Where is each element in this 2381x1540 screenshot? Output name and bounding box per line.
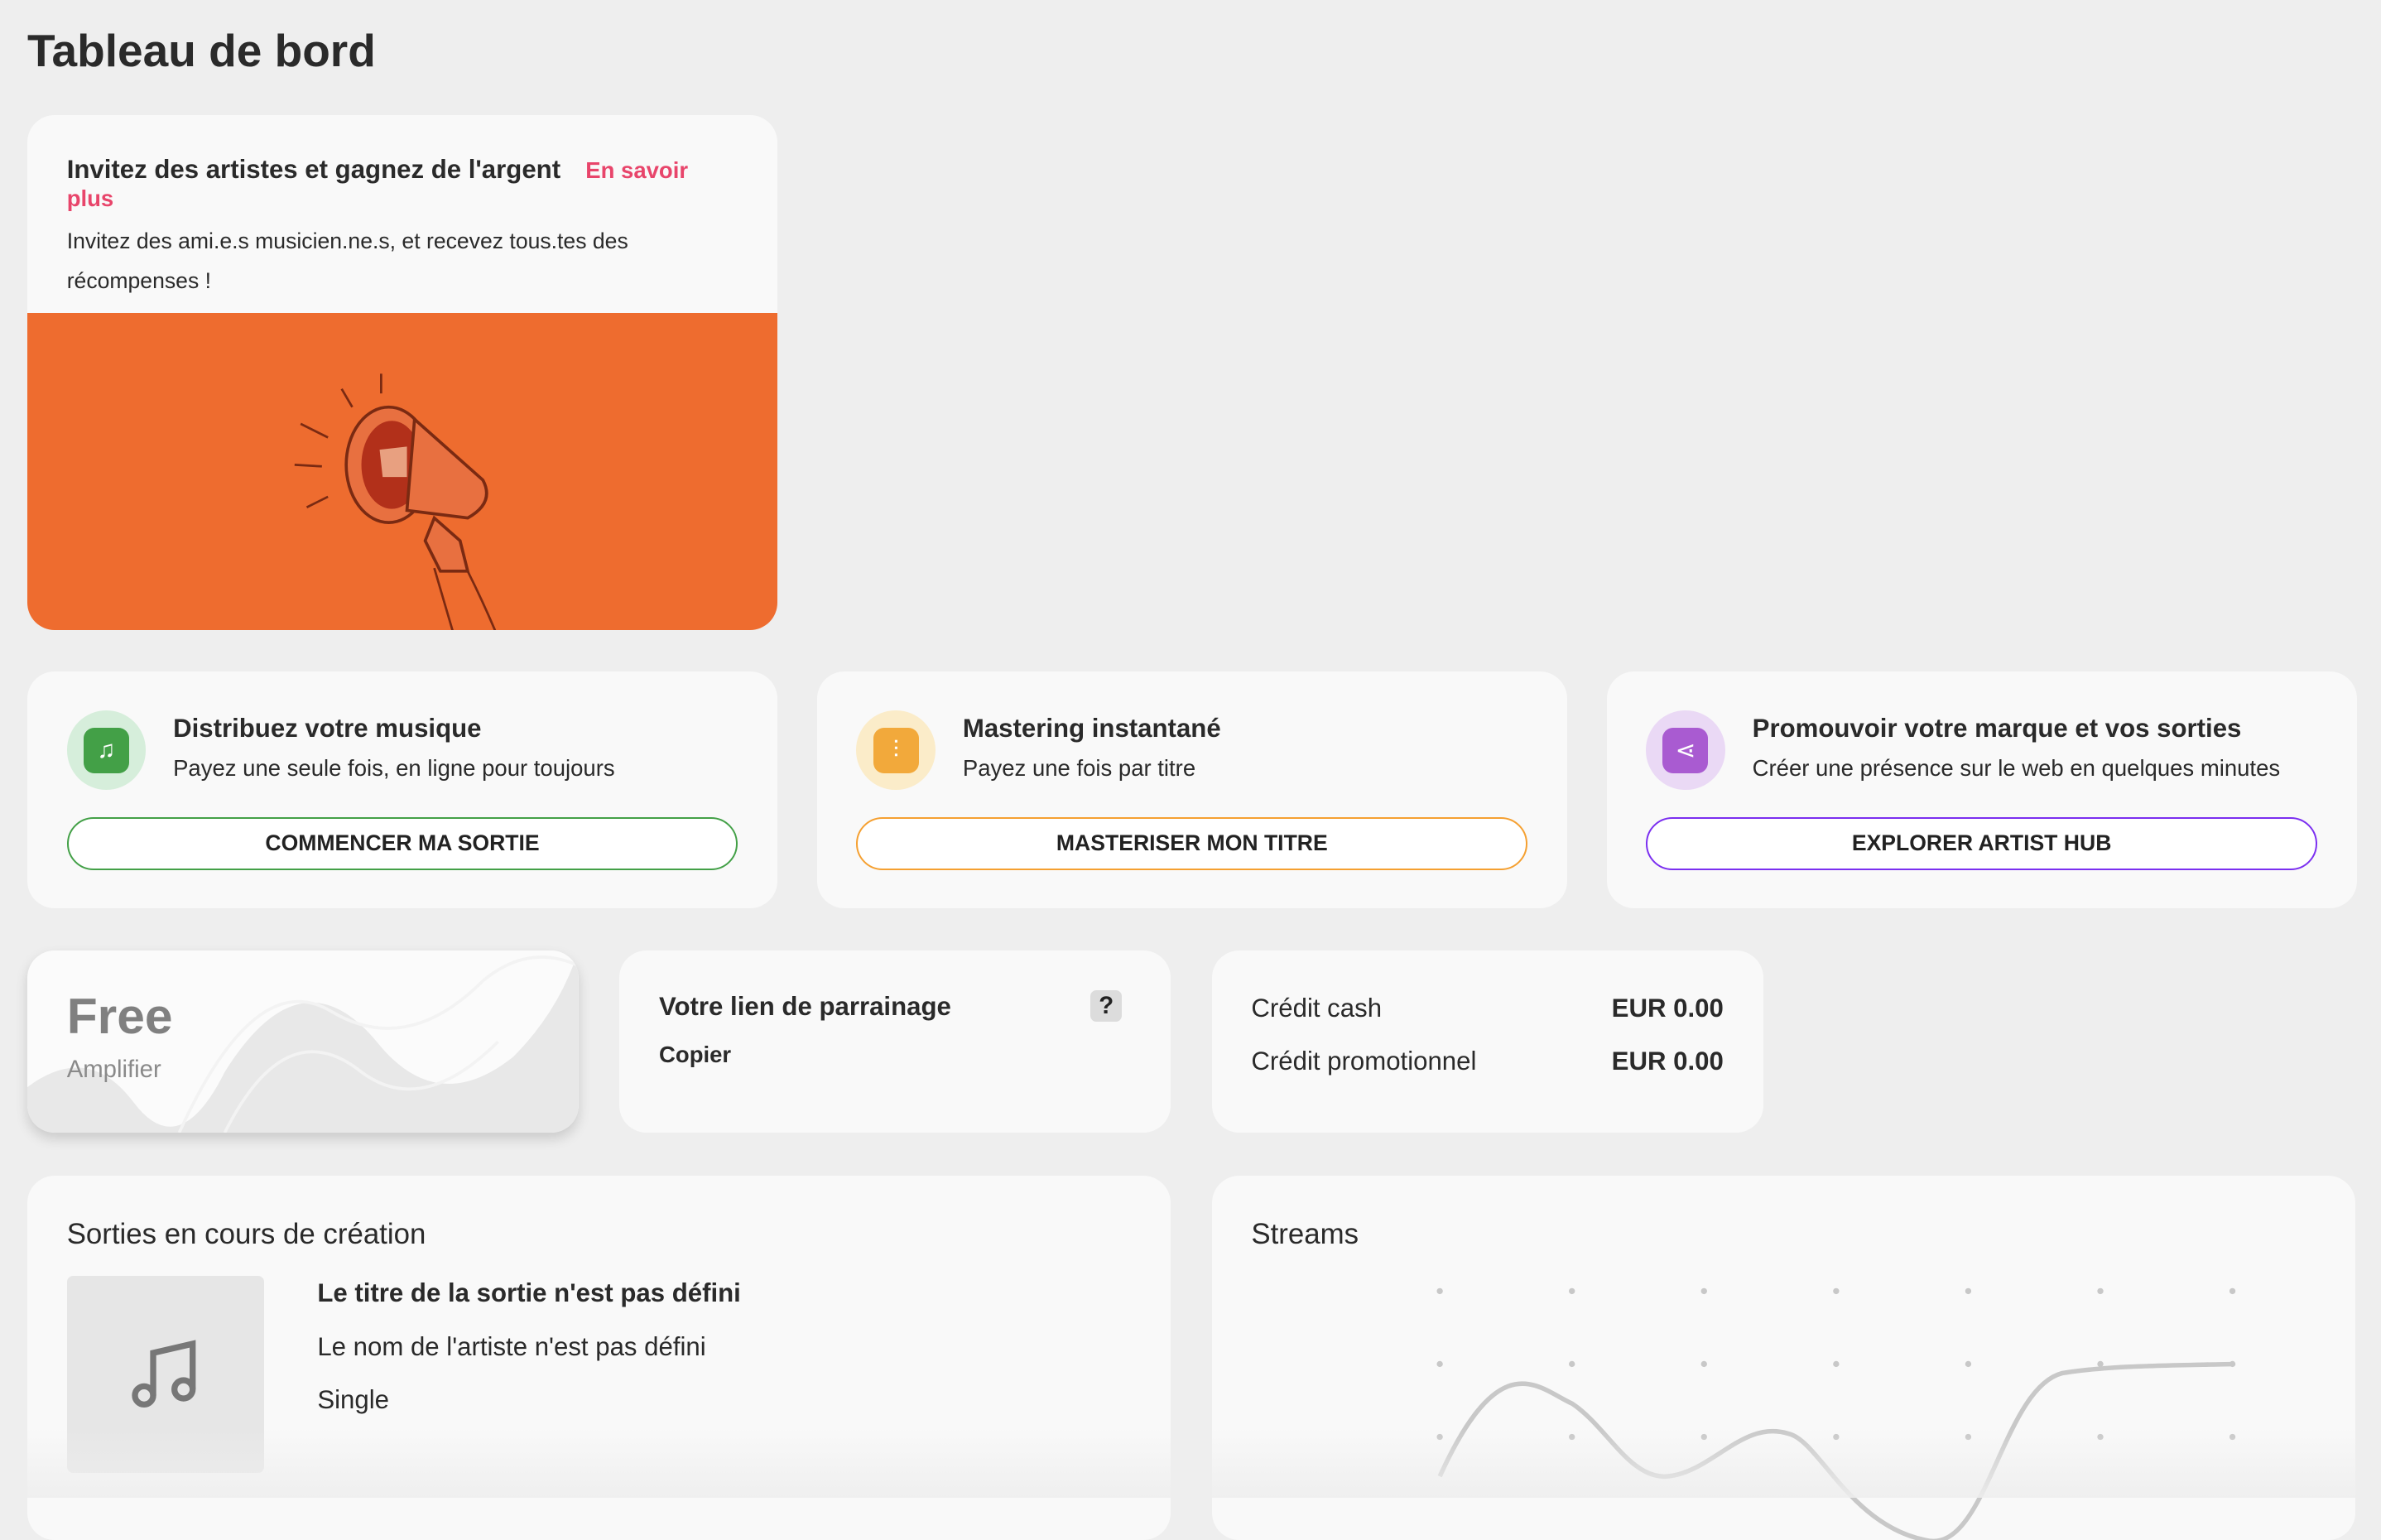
promote-subtitle: Créer une présence sur le web en quelque… <box>1752 754 2281 781</box>
grid-dot <box>1965 1287 1971 1294</box>
release-type: Single <box>317 1384 389 1414</box>
grid-dot <box>2229 1433 2235 1440</box>
credits-card: Crédit cash EUR 0.00 Crédit promotionnel… <box>1211 950 1763 1133</box>
promote-card: ⋖ Promouvoir votre marque et vos sorties… <box>1606 671 2357 908</box>
credit-row: Crédit cash EUR 0.00 <box>1251 994 1723 1023</box>
grid-dot <box>1436 1360 1443 1367</box>
grid-dot <box>1832 1287 1840 1294</box>
grid-dot <box>2097 1433 2104 1440</box>
credit-label: Crédit promotionnel <box>1251 1046 1477 1076</box>
grid-dot <box>1700 1433 1707 1440</box>
equalizer-icon: ⫶ <box>856 710 936 790</box>
invite-text: Invitez des ami.e.s musicien.ne.s, et re… <box>66 229 628 293</box>
referral-card: Votre lien de parrainage ? Copier <box>619 950 1171 1133</box>
release-artist: Le nom de l'artiste n'est pas défini <box>317 1331 706 1361</box>
grid-dot <box>1832 1433 1840 1440</box>
mastering-card: ⫶ Mastering instantané Payez une fois pa… <box>816 671 1567 908</box>
grid-dot <box>1568 1433 1575 1440</box>
grid-dot <box>1568 1360 1575 1367</box>
grid-dot <box>1965 1360 1971 1367</box>
streams-line <box>1437 1361 2233 1540</box>
invite-banner <box>27 312 778 631</box>
explore-artist-hub-button[interactable]: EXPLORER ARTIST HUB <box>1646 816 2317 870</box>
grid-dot <box>1436 1287 1443 1294</box>
streams-title: Streams <box>1251 1218 1359 1250</box>
streams-placeholder-chart <box>1436 1287 2235 1540</box>
upgrade-link[interactable]: Amplifier <box>66 1055 161 1083</box>
credit-label: Crédit cash <box>1251 993 1383 1023</box>
release-title[interactable]: Le titre de la sortie n'est pas défini <box>317 1278 741 1308</box>
invite-title: Invitez des artistes et gagnez de l'arge… <box>66 155 561 185</box>
music-broadcast-icon: ♫ <box>66 710 147 790</box>
referral-title: Votre lien de parrainage <box>659 991 951 1021</box>
grid-dot <box>2097 1287 2104 1294</box>
credit-row: Crédit promotionnel EUR 0.00 <box>1251 1047 1723 1076</box>
grid-dot <box>2097 1360 2104 1367</box>
invite-card: Invitez des artistes et gagnez de l'arge… <box>27 115 778 631</box>
grid-dot <box>2229 1287 2235 1294</box>
start-release-button[interactable]: COMMENCER MA SORTIE <box>66 816 738 870</box>
streams-card: Streams <box>1211 1175 2355 1540</box>
page-title: Tableau de bord <box>27 25 376 77</box>
plan-name: Free <box>66 988 173 1045</box>
help-icon[interactable]: ? <box>1089 989 1123 1023</box>
grid-dot <box>1832 1360 1840 1367</box>
distribute-title: Distribuez votre musique <box>173 714 482 744</box>
grid-dot <box>1436 1433 1443 1440</box>
grid-dot <box>1700 1360 1707 1367</box>
share-icon: ⋖ <box>1646 710 1725 790</box>
grid-dot <box>1700 1287 1707 1294</box>
releases-title: Sorties en cours de création <box>66 1218 426 1250</box>
grid-dot <box>1568 1287 1575 1294</box>
mastering-subtitle: Payez une fois par titre <box>962 754 1196 781</box>
distribute-card: ♫ Distribuez votre musique Payez une seu… <box>27 671 778 908</box>
wave-pattern-icon <box>27 950 579 1133</box>
plan-card[interactable]: Free Amplifier <box>27 950 579 1133</box>
promote-title: Promouvoir votre marque et vos sorties <box>1752 714 2242 744</box>
copy-link-button[interactable]: Copier <box>659 1042 732 1068</box>
releases-card: Sorties en cours de création Le titre de… <box>27 1175 1171 1540</box>
mastering-title: Mastering instantané <box>962 714 1221 744</box>
grid-dot <box>1965 1433 1971 1440</box>
distribute-subtitle: Payez une seule fois, en ligne pour touj… <box>173 754 615 781</box>
megaphone-icon <box>294 373 497 631</box>
credit-value: EUR 0.00 <box>1611 993 1724 1023</box>
credit-value: EUR 0.00 <box>1611 1046 1724 1076</box>
master-track-button[interactable]: MASTERISER MON TITRE <box>856 816 1528 870</box>
music-note-icon[interactable] <box>66 1275 265 1474</box>
learn-more-link[interactable]: En savoir plus <box>66 157 689 212</box>
